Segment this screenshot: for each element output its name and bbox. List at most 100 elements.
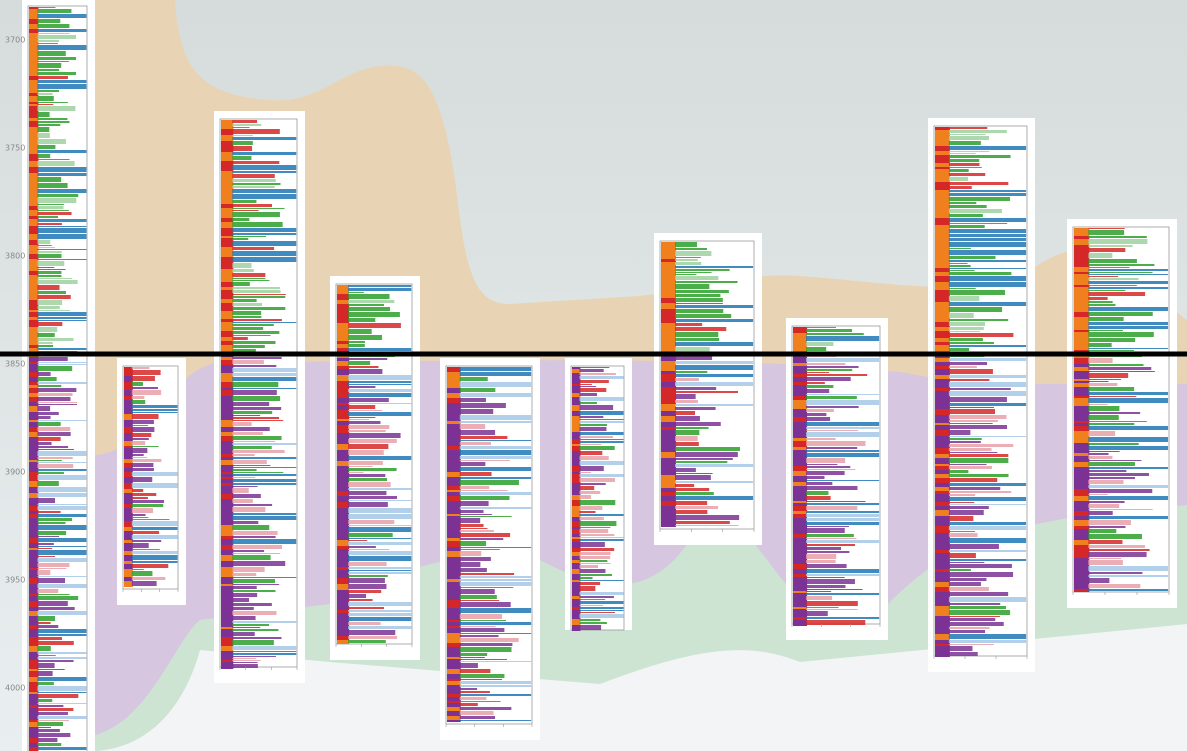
lithology-strip bbox=[124, 382, 133, 387]
lithology-strip bbox=[793, 427, 808, 430]
log-bar bbox=[459, 446, 532, 449]
lithology-strip bbox=[221, 427, 234, 432]
lithology-strip bbox=[29, 469, 39, 472]
lithology-strip bbox=[935, 169, 950, 173]
lithology-strip bbox=[572, 592, 581, 596]
lithology-strip bbox=[29, 278, 39, 280]
core-column bbox=[928, 118, 1035, 672]
log-bar bbox=[37, 416, 51, 419]
log-bar bbox=[348, 341, 366, 343]
lithology-strip bbox=[1074, 326, 1090, 330]
lithology-strip bbox=[661, 442, 677, 447]
lithology-strip bbox=[661, 430, 677, 436]
log-bar bbox=[37, 278, 73, 279]
lithology-strip bbox=[1074, 404, 1090, 406]
log-bar bbox=[948, 458, 1009, 463]
log-bar bbox=[806, 372, 830, 373]
log-bar bbox=[948, 250, 1027, 255]
lithology-strip bbox=[447, 681, 461, 685]
log-bar bbox=[37, 280, 78, 284]
log-bar bbox=[948, 544, 999, 549]
lithology-strip bbox=[221, 488, 234, 494]
lithology-strip bbox=[572, 527, 581, 529]
lithology-strip bbox=[1074, 509, 1090, 511]
lithology-strip bbox=[29, 738, 39, 743]
log-bar bbox=[948, 141, 981, 145]
lithology-strip bbox=[572, 456, 581, 461]
log-bar bbox=[348, 285, 412, 287]
log-bar bbox=[459, 436, 508, 439]
lithology-strip bbox=[337, 433, 350, 439]
lithology-strip bbox=[935, 616, 950, 618]
lithology-strip bbox=[793, 422, 808, 427]
lithology-strip bbox=[1074, 276, 1090, 278]
lithology-strip bbox=[221, 653, 234, 656]
lithology-strip bbox=[661, 452, 677, 458]
log-bar bbox=[948, 388, 1011, 390]
log-bar bbox=[348, 617, 412, 621]
log-bar bbox=[232, 236, 267, 237]
log-bar bbox=[232, 171, 297, 173]
lithology-strip bbox=[572, 539, 581, 542]
lithology-strip bbox=[124, 551, 133, 555]
lithology-strip bbox=[935, 190, 950, 193]
log-bar bbox=[37, 310, 71, 311]
lithology-strip bbox=[447, 557, 461, 562]
log-bar bbox=[37, 727, 51, 728]
log-bar bbox=[675, 272, 712, 273]
lithology-strip bbox=[221, 640, 234, 646]
log-bar bbox=[232, 573, 257, 576]
lithology-strip bbox=[935, 214, 950, 218]
lithology-strip bbox=[661, 338, 677, 342]
log-bar bbox=[37, 63, 62, 68]
log-bar bbox=[806, 476, 825, 479]
lithology-strip bbox=[572, 380, 581, 384]
log-bar bbox=[806, 579, 855, 584]
log-bar bbox=[232, 324, 274, 326]
lithology-strip bbox=[29, 161, 39, 167]
lithology-strip bbox=[572, 563, 581, 565]
lithology-strip bbox=[221, 236, 234, 238]
lithology-strip bbox=[935, 397, 950, 403]
log-bar bbox=[348, 294, 390, 299]
lithology-strip bbox=[221, 621, 234, 624]
lithology-strip bbox=[29, 531, 39, 536]
log-bar bbox=[1088, 496, 1169, 500]
log-bar bbox=[948, 425, 1008, 429]
lithology-strip bbox=[1074, 322, 1090, 326]
lithology-strip bbox=[661, 262, 677, 266]
lithology-strip bbox=[661, 382, 677, 387]
lithology-strip bbox=[124, 521, 133, 527]
lithology-strip bbox=[935, 510, 950, 516]
lithology-strip bbox=[29, 646, 39, 652]
log-bar bbox=[37, 511, 61, 513]
log-bar bbox=[37, 259, 87, 260]
lithology-strip bbox=[29, 124, 39, 127]
lithology-strip bbox=[29, 204, 39, 206]
log-bar bbox=[675, 305, 754, 308]
lithology-strip bbox=[793, 400, 808, 406]
lithology-strip bbox=[935, 159, 950, 163]
lithology-strip bbox=[29, 404, 39, 406]
lithology-strip bbox=[29, 720, 39, 722]
log-bar bbox=[948, 415, 1007, 419]
lithology-strip bbox=[29, 121, 39, 124]
lithology-strip bbox=[935, 454, 950, 458]
lithology-strip bbox=[793, 482, 808, 486]
lithology-strip bbox=[221, 218, 234, 222]
log-bar bbox=[459, 674, 505, 678]
core-column bbox=[786, 318, 888, 640]
lithology-strip bbox=[793, 514, 808, 518]
log-bar bbox=[232, 341, 276, 344]
log-bar bbox=[348, 640, 386, 643]
lithology-strip bbox=[124, 448, 133, 454]
lithology-strip bbox=[572, 514, 581, 517]
lithology-strip bbox=[29, 412, 39, 416]
log-bar bbox=[232, 555, 271, 560]
lithology-strip bbox=[221, 454, 234, 457]
log-bar bbox=[232, 516, 297, 520]
log-bar bbox=[806, 506, 858, 510]
lithology-strip bbox=[661, 257, 677, 259]
log-bar bbox=[37, 300, 63, 305]
lithology-strip bbox=[793, 607, 808, 609]
